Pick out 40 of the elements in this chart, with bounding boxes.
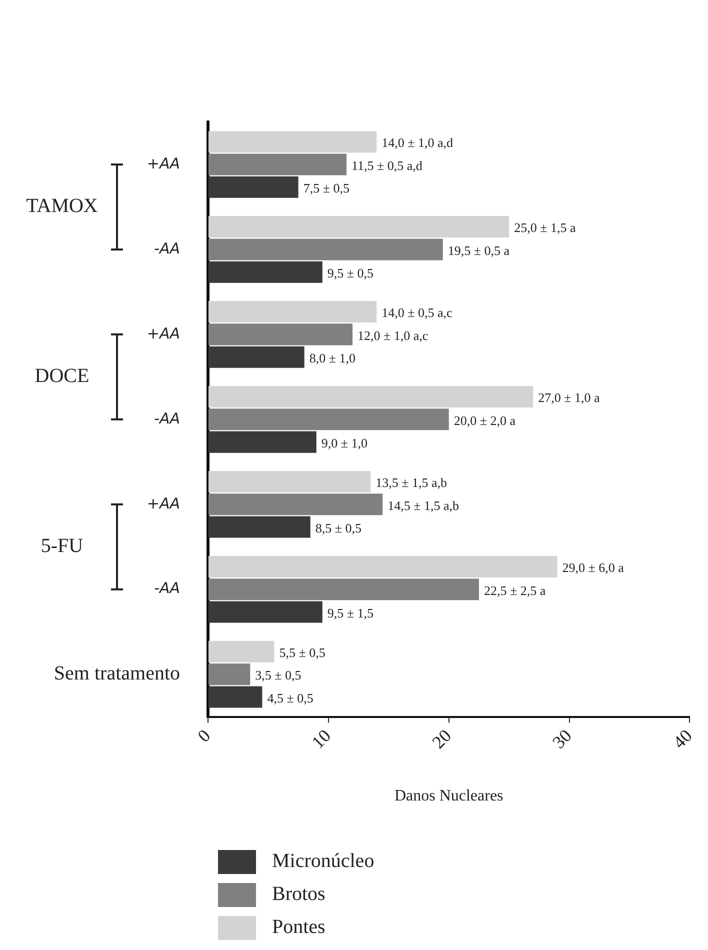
legend-label: Pontes xyxy=(272,916,326,939)
data-label: 25,0 ± 1,5 a xyxy=(514,220,576,236)
data-label: 13,5 ± 1,5 a,b xyxy=(376,475,447,490)
y-tick-label: -AA xyxy=(154,239,180,258)
data-label: 5,5 ± 0,5 xyxy=(279,645,326,660)
legend-label: Brotos xyxy=(272,883,326,906)
x-tick-label: 40 xyxy=(669,725,696,752)
legend-label: Micronúcleo xyxy=(272,850,374,873)
data-label: 29,0 ± 6,0 a xyxy=(562,560,624,576)
x-axis-title: Danos Nucleares xyxy=(394,788,504,805)
data-label: 19,5 ± 0,5 a xyxy=(448,242,510,258)
x-tick-label: 0 xyxy=(194,725,214,746)
y-tick-label: -AA xyxy=(154,409,180,428)
data-label: 9,0 ± 1,0 xyxy=(321,435,368,450)
y-tick-label: +AA xyxy=(146,494,180,512)
data-label: 3,5 ± 0,5 xyxy=(255,668,302,683)
x-tick-label: 10 xyxy=(308,725,335,752)
data-label: 14,5 ± 1,5 a,b xyxy=(388,498,460,513)
text: DOCE xyxy=(34,365,90,388)
text: 5-FU xyxy=(40,535,84,558)
data-label: 27,0 ± 1,0 a xyxy=(538,390,600,406)
data-label: 7,5 ± 0,5 xyxy=(303,180,350,196)
y-tick-label: +AA xyxy=(146,324,180,342)
data-label: 8,5 ± 0,5 xyxy=(315,520,362,536)
data-label: 14,0 ± 0,5 a,c xyxy=(382,305,453,320)
data-label: 12,0 ± 1,0 a,c xyxy=(358,328,428,343)
y-tick-label: +AA xyxy=(146,154,180,172)
data-label: 9,5 ± 0,5 xyxy=(327,266,374,281)
data-label: 14,0 ± 1,0 a,d xyxy=(382,135,454,150)
data-label: 20,0 ± 2,0 a xyxy=(454,412,516,428)
data-label: 8,0 ± 1,0 xyxy=(309,350,356,366)
y-tick-label: Sem tratamento xyxy=(54,662,180,685)
data-label: 11,5 ± 0,5 a,d xyxy=(351,158,423,173)
data-label: 9,5 ± 1,5 xyxy=(327,605,374,620)
x-tick-label: 30 xyxy=(548,725,576,752)
data-label: 4,5 ± 0,5 xyxy=(267,690,314,706)
text: TAMOX xyxy=(26,195,98,218)
x-tick-label: 20 xyxy=(428,725,456,752)
data-label: 22,5 ± 2,5 a xyxy=(484,582,546,598)
y-tick-label: -AA xyxy=(154,579,180,598)
